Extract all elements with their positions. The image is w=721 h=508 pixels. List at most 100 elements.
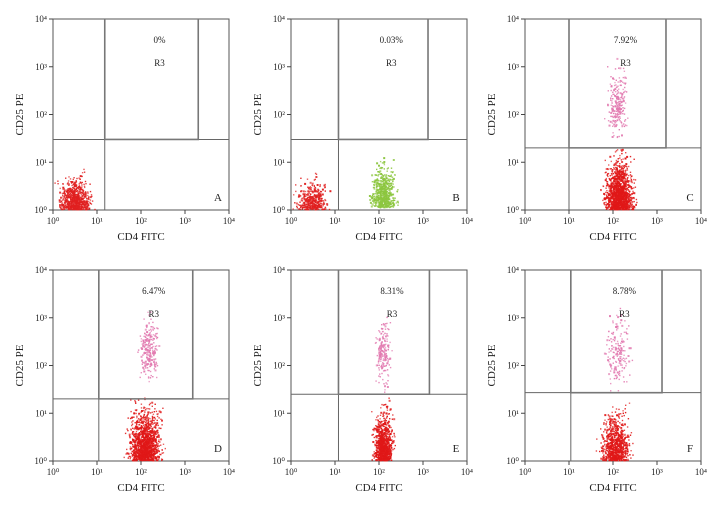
data-point [308,205,309,206]
data-point [144,426,145,427]
data-point [304,204,305,205]
data-point [616,94,617,95]
data-point [300,207,301,208]
data-point [613,204,614,205]
data-point [77,207,78,208]
data-point [156,362,157,363]
data-point [387,183,389,185]
x-tick-label: 10³ [417,216,429,226]
data-point [605,160,606,161]
data-point [393,178,394,179]
data-point [70,208,71,209]
data-point [148,346,149,347]
data-point [126,452,128,454]
data-point [617,90,618,91]
data-point [633,187,634,188]
data-point [148,456,149,457]
data-point [320,193,321,194]
x-tick-label: 10⁰ [47,216,60,226]
data-point [316,203,317,204]
data-point [634,206,635,207]
data-point [131,421,132,422]
data-point [148,439,149,440]
data-point [619,118,620,119]
data-point [625,171,626,172]
data-point [154,445,155,446]
data-point [156,363,157,364]
data-point [312,208,313,209]
data-point [622,189,623,190]
data-point [617,86,618,87]
data-point [628,198,629,199]
data-point [610,189,611,190]
data-point [329,209,330,210]
data-point [624,96,625,97]
data-point [141,356,143,358]
data-point [149,443,150,444]
data-point [608,194,609,195]
data-point [615,68,616,69]
data-point [136,452,137,453]
data-point [142,440,144,442]
data-point [600,189,601,190]
data-point [153,327,154,328]
data-point [609,190,610,191]
data-point [392,172,393,173]
data-point [141,341,142,342]
data-point [614,186,615,187]
data-point [390,192,391,193]
data-point [392,180,393,181]
data-point [135,409,136,410]
data-point [326,203,327,204]
data-point [376,162,378,164]
data-point [315,209,317,211]
data-point [307,190,309,192]
data-point [73,177,74,178]
data-point [318,198,319,199]
data-point [621,95,622,96]
data-point [609,125,611,127]
data-point [618,117,619,118]
data-point [310,182,312,184]
data-point [380,161,381,162]
data-point [149,350,150,351]
data-point [141,360,143,362]
data-point [612,94,613,95]
data-point [630,161,631,162]
data-point [140,453,142,455]
data-point [141,451,142,452]
data-point [624,193,625,194]
data-point [162,449,163,450]
data-point [146,457,147,458]
data-point [320,207,321,208]
data-point [131,425,132,426]
data-point [133,435,134,436]
data-point [149,348,150,349]
data-point [152,344,153,345]
data-point [607,183,608,184]
data-point [149,418,150,419]
data-point [77,201,78,202]
data-point [613,173,614,174]
data-point [378,197,379,198]
data-point [304,183,306,185]
data-point [143,318,144,319]
data-point [157,430,158,431]
data-point [68,196,69,197]
data-point [380,177,382,179]
data-point [152,406,153,407]
data-point [148,340,150,342]
data-point [72,192,73,193]
data-point [371,198,372,199]
data-point [609,179,610,180]
data-point [64,196,65,197]
data-point [627,204,628,205]
data-point [68,185,69,186]
data-point [612,171,613,172]
data-point [145,361,147,363]
data-point [154,430,155,431]
data-point [149,454,150,455]
data-point [319,196,320,197]
y-tick-label: 10¹ [273,157,285,167]
data-point [603,186,604,187]
